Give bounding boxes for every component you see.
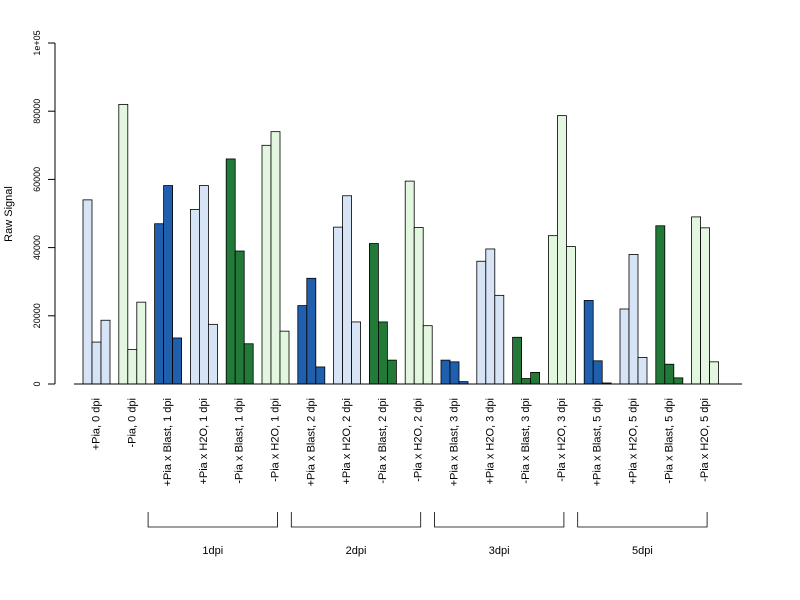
x-tick-label: +Pia x Blast, 5 dpi	[592, 398, 604, 486]
bar	[664, 363, 675, 385]
x-tick-label: -Pia x H2O, 5 dpi	[699, 398, 711, 482]
bar	[709, 361, 719, 385]
bar	[297, 305, 308, 385]
group-brackets: 1dpi 2dpi 3dpi 5dpi	[147, 512, 708, 557]
bar	[413, 227, 424, 385]
x-tick-label: +Pia x H2O, 3 dpi	[484, 398, 496, 485]
group-bracket	[290, 512, 422, 528]
x-tick-label: +Pia x H2O, 1 dpi	[198, 398, 210, 485]
bar	[548, 235, 558, 385]
bar	[270, 131, 281, 385]
x-tick-label: -Pia x Blast, 3 dpi	[520, 398, 532, 484]
bar	[512, 336, 522, 385]
bar	[592, 360, 603, 385]
bar	[566, 246, 576, 385]
x-tick-label: -Pia x H2O, 3 dpi	[556, 398, 568, 482]
bars	[82, 103, 719, 385]
y-tick-label: 40000	[32, 235, 42, 260]
bar	[494, 294, 505, 385]
x-tick-label: +Pia x Blast, 3 dpi	[449, 398, 461, 486]
bar	[154, 223, 165, 385]
x-tick-label: -Pia, 0 dpi	[126, 398, 138, 448]
group-label: 1dpi	[202, 545, 223, 557]
x-tick-label: -Pia x Blast, 1 dpi	[234, 398, 246, 484]
bar	[628, 254, 639, 385]
x-tick-label: +Pia x H2O, 5 dpi	[628, 398, 640, 485]
bar	[342, 195, 353, 385]
x-tick-label: +Pia, 0 dpi	[91, 398, 103, 450]
bar	[315, 366, 326, 385]
bar	[476, 260, 487, 385]
bar	[655, 225, 666, 385]
bar	[207, 323, 218, 385]
bar	[530, 372, 540, 385]
bar	[100, 319, 111, 385]
group-label: 5dpi	[632, 545, 653, 557]
bar	[485, 248, 496, 385]
bar	[243, 343, 254, 385]
y-tick-label: 1e+05	[32, 30, 42, 55]
y-tick-label: 20000	[32, 303, 42, 328]
x-tick-label: -Pia x Blast, 2 dpi	[377, 398, 389, 484]
bar	[225, 158, 236, 385]
bar	[557, 115, 567, 385]
bar	[91, 341, 102, 385]
group-bracket	[434, 512, 565, 528]
bar	[673, 377, 684, 385]
bar	[333, 226, 344, 385]
bar	[118, 103, 129, 385]
x-tick-label: +Pia x H2O, 2 dpi	[341, 398, 353, 485]
y-tick-label: 0	[32, 381, 42, 386]
bar	[136, 301, 147, 385]
bar	[583, 300, 594, 385]
bar	[404, 180, 415, 385]
bar	[691, 216, 701, 385]
x-tick-label: +Pia x Blast, 2 dpi	[305, 398, 317, 486]
group-bracket	[577, 512, 708, 528]
y-axis-label: Raw Signal	[3, 186, 15, 242]
y-tick-label: 60000	[32, 167, 42, 192]
bar	[440, 359, 451, 385]
bar	[82, 199, 93, 385]
bar	[127, 349, 138, 385]
bar	[521, 378, 531, 385]
bar	[619, 308, 630, 385]
bar	[306, 277, 317, 385]
x-tick-label: -Pia x H2O, 2 dpi	[413, 398, 425, 482]
bar	[189, 209, 200, 385]
bar	[261, 144, 272, 385]
group-label: 2dpi	[346, 545, 367, 557]
y-tick-label: 80000	[32, 99, 42, 124]
group-label: 3dpi	[489, 545, 510, 557]
bar	[279, 330, 290, 385]
bar	[198, 185, 209, 385]
bar	[700, 227, 710, 385]
group-bracket	[147, 512, 278, 528]
x-tick-label: +Pia x Blast, 1 dpi	[162, 398, 174, 486]
x-tick-labels: +Pia, 0 dpi -Pia, 0 dpi +Pia x Blast, 1 dp…	[91, 398, 712, 486]
bar	[234, 250, 245, 385]
bar	[172, 337, 183, 385]
bar	[637, 357, 648, 385]
bar	[377, 321, 388, 385]
bar	[163, 185, 174, 385]
bar	[422, 325, 433, 385]
bar	[351, 321, 362, 385]
x-tick-label: -Pia x Blast, 5 dpi	[663, 398, 675, 484]
x-tick-label: -Pia x H2O, 1 dpi	[270, 398, 282, 482]
bar	[449, 361, 460, 385]
bar	[386, 359, 397, 385]
bar	[368, 243, 379, 385]
y-axis: 0 20000 40000 60000 80000 1e+05	[32, 30, 56, 387]
